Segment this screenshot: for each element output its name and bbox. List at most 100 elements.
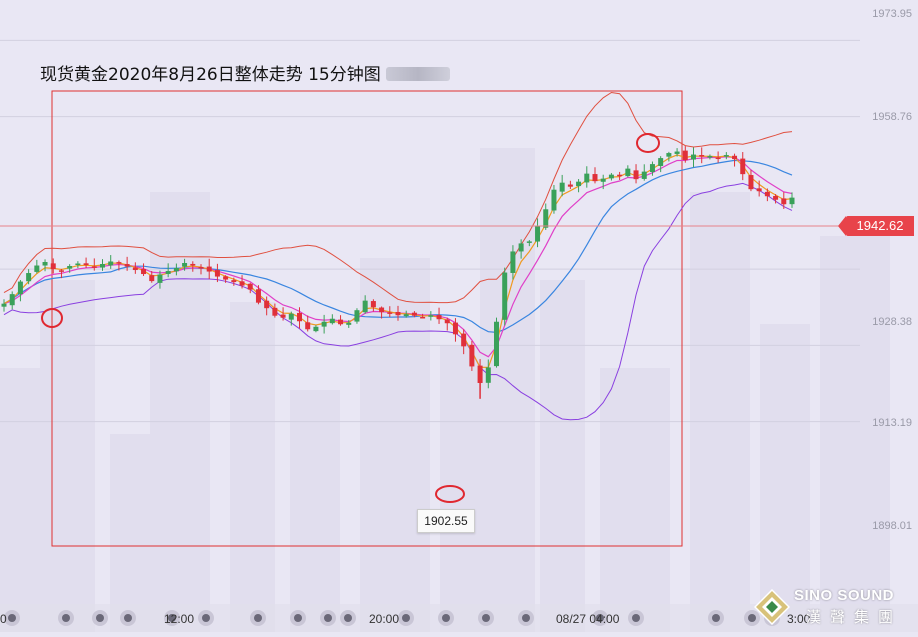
candle-body [666,153,672,157]
timeline-dot-inner [96,614,104,622]
candle-body [789,197,795,205]
timeline-dot-inner [202,614,210,622]
candle-body [370,301,376,308]
candle-body [223,276,229,280]
candle-body [313,326,319,332]
candle-body [190,263,196,266]
candle-body [362,300,368,313]
timeline-dot-inner [124,614,132,622]
timeline-dot-inner [442,614,450,622]
candle-body [428,315,434,317]
candle-body [75,263,81,266]
candle-body [165,271,171,274]
logo-text-english: SINO SOUND [794,587,895,604]
low-price-label: 1902.55 [417,509,475,533]
candle-body [748,175,754,190]
candle-body [641,171,647,179]
candle-body [477,365,483,383]
candle-body [34,265,40,272]
candle-body [379,307,385,313]
y-tick-label: 1928.38 [872,316,912,328]
skyline-building [360,258,430,632]
candle-body [58,270,64,272]
candle-body [288,313,294,320]
x-tick-label: 12:00 [164,612,195,626]
candle-body [732,155,738,160]
bollinger-lower-line [3,182,793,421]
background-skyline [0,148,890,632]
candle-body [559,182,565,192]
chart-title: 现货黄金2020年8月26日整体走势 15分钟图 [40,60,451,85]
candle-body [50,263,56,270]
skyline-building [150,192,210,632]
candle-body [247,283,253,290]
company-logo: SINO SOUND 漢聲集團 [754,585,914,629]
candle-body [625,168,631,177]
candle-body [26,273,32,282]
candle-body [764,191,770,197]
candle-body [100,264,105,268]
candle-body [420,316,426,319]
candle-body [182,263,188,267]
candle-body [157,274,163,283]
highlight-markers [41,133,660,503]
candle-body [773,195,779,200]
skyline-building [40,280,95,632]
y-tick-label: 1958.76 [872,111,912,123]
x-tick-label: 3:00 [787,612,811,626]
candle-body [264,300,270,309]
candle-body [518,243,524,252]
highlight-circle [41,308,63,328]
candle-body [592,174,598,182]
timeline-dot-inner [522,614,530,622]
candle-body [584,173,590,183]
candle-body [255,289,261,303]
candles [1,146,795,399]
highlight-circle [435,485,465,503]
timeline-dot-inner [712,614,720,622]
candle-body [715,157,721,160]
candle-body [485,367,491,383]
candle-body [346,322,352,325]
skyline-building [0,368,40,632]
timeline-dot-inner [294,614,302,622]
timeline-dot-inner [254,614,262,622]
candle-body [535,226,541,242]
candle-body [510,251,516,273]
candle-body [239,281,245,286]
skyline-building [110,434,150,632]
candle-body [91,266,97,268]
candle-body [67,266,73,269]
x-tick-label: 20:00 [369,612,400,626]
skyline-building [230,302,275,632]
timeline-dot-inner [62,614,70,622]
timeline-dot-inner [402,614,410,622]
candle-body [411,312,417,316]
candle-body [452,322,458,335]
candle-body [280,314,286,318]
candle-body [658,158,664,166]
candle-body [124,264,130,267]
timeline-dot-inner [344,614,352,622]
candle-body [633,170,639,180]
candle-body [469,344,475,367]
timeline-dot-inner [748,614,756,622]
candle-body [321,321,327,327]
candle-body [617,174,623,177]
candle-body [9,294,15,306]
candle-body [387,312,393,314]
candle-body [354,310,360,322]
candle-body [526,241,532,243]
candle-body [567,184,573,187]
candle-body [494,321,499,367]
timeline-dot-inner [632,614,640,622]
candle-body [781,198,787,205]
candle-body [608,174,614,179]
candle-body [231,280,237,283]
skyline-building [480,148,535,632]
candle-body [674,151,680,154]
candle-body [206,266,212,272]
timeline-dot-inner [168,614,176,622]
candle-body [576,181,582,187]
